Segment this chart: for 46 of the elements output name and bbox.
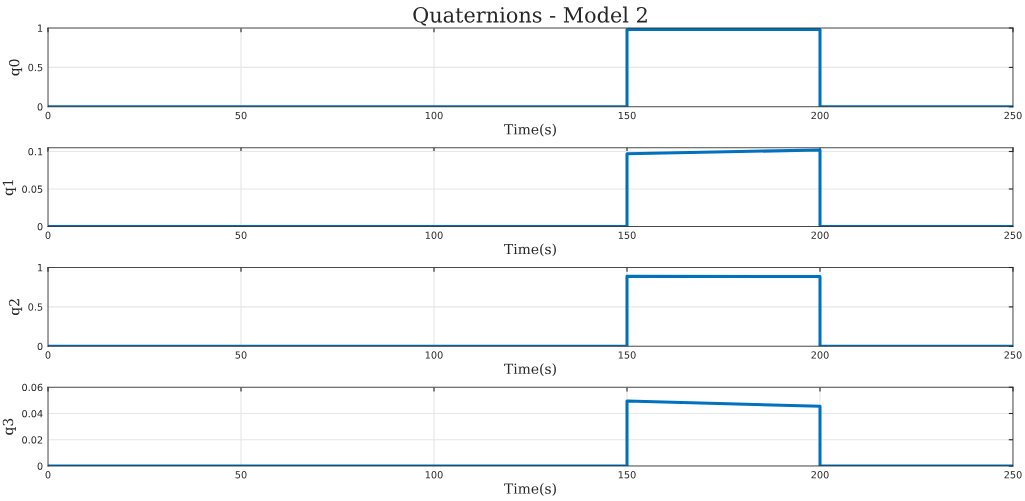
x-tick-label: 0: [45, 471, 51, 479]
x-tick-label: 150: [618, 231, 636, 239]
x-tick-label: 0: [45, 351, 51, 359]
y-tick-label: 0.1: [28, 147, 43, 156]
x-tick-label: 100: [425, 351, 443, 359]
y-axis-title: q0: [8, 59, 23, 76]
x-tick-label: 150: [618, 111, 636, 120]
y-tick-label: 0: [37, 103, 43, 111]
x-tick-label: 250: [1004, 471, 1022, 479]
x-tick-label: 150: [618, 351, 636, 359]
x-tick-label: 200: [811, 111, 829, 120]
y-tick-label: 0: [37, 342, 43, 351]
x-axis-title: Time(s): [504, 243, 556, 257]
y-tick-label: 0: [37, 462, 43, 470]
x-tick-label: 250: [1004, 231, 1022, 239]
y-tick-label: 0.5: [28, 303, 43, 311]
x-tick-label: 50: [235, 231, 247, 239]
x-tick-label: 250: [1004, 351, 1022, 359]
x-tick-label: 100: [425, 111, 443, 120]
y-tick-label: 0.5: [28, 63, 43, 72]
x-tick-label: 200: [811, 231, 829, 239]
x-tick-label: 100: [425, 471, 443, 479]
x-tick-label: 200: [811, 471, 829, 479]
y-tick-label: 1: [38, 24, 43, 32]
y-tick-label: 0.05: [22, 185, 43, 193]
x-tick-label: 250: [1004, 111, 1022, 120]
y-axis-title: q2: [8, 299, 23, 316]
y-tick-label: 0.04: [22, 409, 43, 418]
x-tick-label: 200: [811, 351, 829, 359]
x-tick-label: 50: [235, 471, 247, 479]
y-tick-label: 0.02: [22, 436, 43, 444]
y-axis-title: q1: [2, 180, 16, 196]
x-tick-label: 50: [235, 111, 247, 120]
x-tick-label: 100: [425, 231, 443, 239]
x-axis-title: Time(s): [504, 363, 556, 377]
x-tick-label: 50: [235, 351, 247, 359]
y-axis-title: q3: [2, 418, 16, 435]
chart-title: Quaternions - Model 2: [413, 6, 647, 26]
x-tick-label: 0: [45, 111, 51, 120]
y-tick-label: 0.06: [22, 383, 43, 392]
x-axis-title: Time(s): [504, 123, 556, 137]
y-tick-label: 1: [38, 264, 43, 272]
x-tick-label: 150: [618, 471, 636, 479]
y-tick-label: 0: [37, 222, 43, 231]
x-tick-label: 0: [45, 231, 51, 239]
x-axis-title: Time(s): [504, 483, 556, 496]
